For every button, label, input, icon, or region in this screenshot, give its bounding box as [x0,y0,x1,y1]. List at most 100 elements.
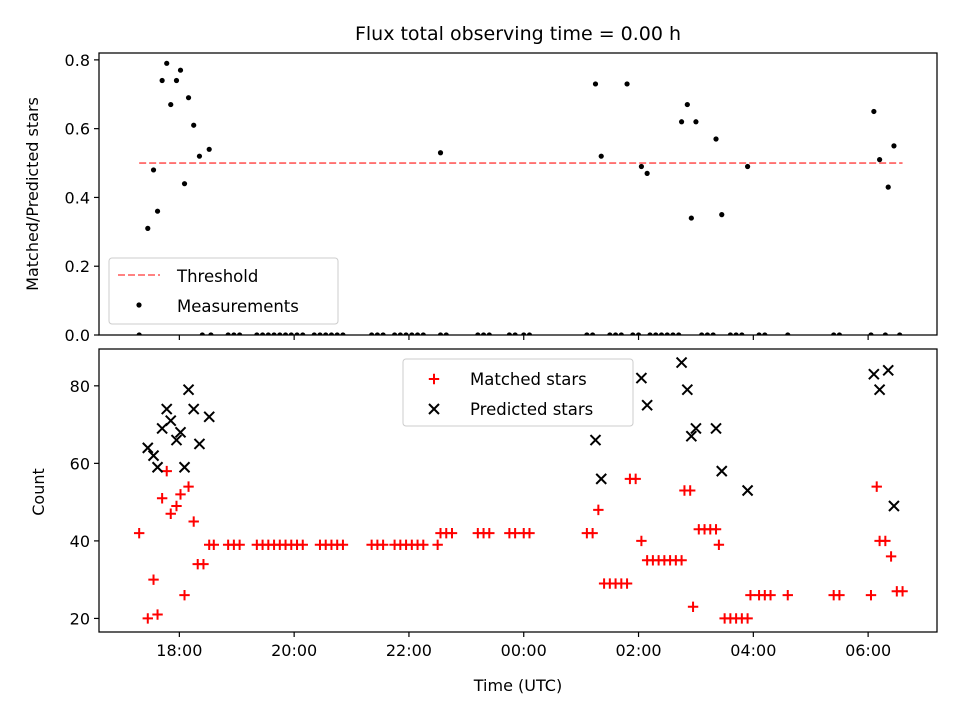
data-point [630,332,636,335]
data-point [150,167,157,173]
data-point [161,403,173,415]
data-point [521,332,527,335]
data-point [885,551,897,562]
data-point [234,539,245,550]
data-point [716,465,728,477]
data-point [409,332,415,335]
data-point [403,332,409,335]
data-point [871,481,882,492]
data-point [414,332,421,335]
data-point [380,332,386,335]
data-point [443,332,449,335]
data-point [742,613,753,624]
data-point [670,332,676,335]
data-point [271,332,277,335]
x-tick-label: 04:00 [730,641,776,660]
data-point [187,403,200,415]
x-tick-label: 20:00 [271,641,317,660]
legend-predicted-label: Predicted stars [470,400,593,419]
data-point [873,383,886,396]
data-point [446,527,458,539]
data-point [225,332,231,335]
top-panel: 0.0 0.2 0.4 0.6 0.8 Threshold Measurements [65,51,938,345]
data-point [621,578,633,589]
x-tick-label: 18:00 [156,641,202,660]
data-point [203,411,215,423]
data-point [165,508,176,519]
data-point [334,332,340,335]
data-point [199,332,205,335]
bottom-series-matched-stars [133,465,908,624]
data-point [739,332,745,335]
legend-matched-swatch [428,373,440,385]
data-point [151,461,164,473]
data-point [484,527,495,539]
legend-measurements-label: Measurements [177,297,299,316]
bottom-legend: Matched stars Predicted stars [402,358,634,427]
data-point [191,122,197,128]
x-tick-label: 22:00 [386,641,432,660]
data-point [524,527,535,539]
data-point [208,332,214,335]
data-point [882,332,888,335]
data-point [710,332,716,335]
data-point [635,332,642,335]
top-y-tick-label: 0.4 [65,188,90,207]
data-point [133,527,145,539]
data-point [647,332,653,335]
data-point [170,434,183,446]
data-point [885,184,891,190]
data-point [713,136,719,142]
data-point [152,609,163,620]
data-point [288,332,294,335]
data-point [328,332,335,335]
data-point [164,60,170,66]
x-tick-label: 02:00 [615,641,661,660]
data-point [418,539,429,550]
data-point [644,170,650,176]
data-point [231,332,237,335]
data-point [687,601,699,613]
data-point [159,77,165,84]
data-point [868,368,880,380]
data-point [836,332,843,335]
data-point [624,81,630,87]
data-point [762,332,768,335]
top-y-tick-label: 0.8 [65,51,90,70]
data-point [612,332,619,335]
data-point [685,430,698,442]
top-plot-area [136,60,903,335]
data-point [173,77,180,84]
data-point [340,332,346,335]
data-point [636,535,647,547]
data-point [693,119,699,125]
data-point [635,372,648,384]
data-point [420,332,426,335]
data-point [658,332,665,335]
data-point [369,332,375,335]
data-point [710,422,722,435]
data-point [526,332,533,335]
data-point [179,589,190,601]
top-y-tick-label: 0.0 [65,326,90,345]
data-point [699,332,705,335]
data-point [690,422,702,435]
data-point [741,484,754,497]
data-point [282,332,289,335]
data-point [880,535,891,547]
data-point [165,415,177,427]
data-point [676,555,687,566]
data-point [206,146,212,152]
bottom-panel: 20 40 60 80 18:00 20:00 22:00 00:00 02:00 04:00 06… [70,348,938,660]
data-point [391,332,398,335]
data-point [475,332,481,335]
data-point [168,101,174,108]
x-tick-label: 00:00 [501,641,547,660]
x-axis-label: Time (UTC) [473,676,562,695]
data-point [178,461,191,473]
data-point [587,527,598,539]
data-point [638,163,645,170]
data-point [161,465,172,477]
data-point [265,332,271,335]
